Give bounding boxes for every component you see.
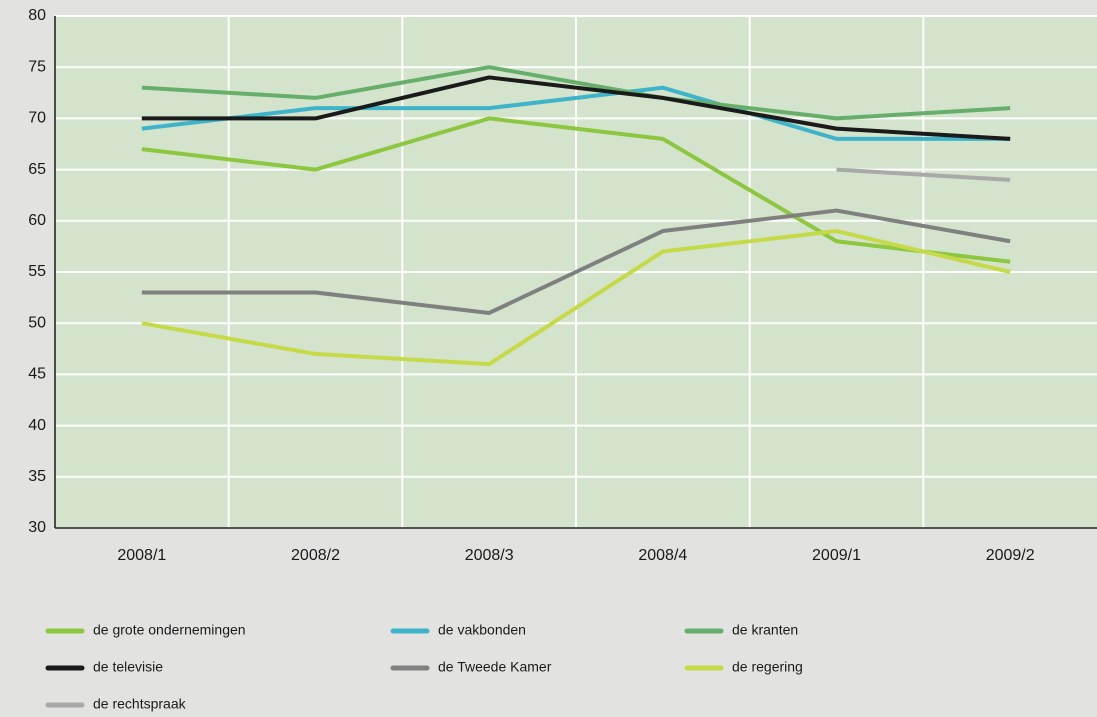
series-line xyxy=(141,85,1011,141)
y-tick-label: 55 xyxy=(28,263,46,280)
x-tick-label: 2008/4 xyxy=(638,547,687,564)
y-tick-label: 70 xyxy=(28,110,46,127)
series-line xyxy=(836,167,1011,182)
y-tick-label: 75 xyxy=(28,58,46,75)
legend-label: de televisie xyxy=(93,659,163,675)
series-line xyxy=(141,229,1011,367)
y-tick-label: 65 xyxy=(28,161,46,178)
x-tick-label: 2009/2 xyxy=(986,547,1035,564)
legend-label: de Tweede Kamer xyxy=(438,659,552,675)
series-line xyxy=(141,116,1011,264)
legend-label: de regering xyxy=(732,659,803,675)
legend-label: de grote ondernemingen xyxy=(93,622,246,638)
x-tick-label: 2008/1 xyxy=(117,547,166,564)
x-tick-label: 2009/1 xyxy=(812,547,861,564)
y-tick-label: 45 xyxy=(28,366,46,383)
series-line xyxy=(141,208,1011,315)
legend-label: de kranten xyxy=(732,622,798,638)
x-tick-label: 2008/2 xyxy=(291,547,340,564)
y-tick-label: 50 xyxy=(28,314,46,331)
y-tick-label: 30 xyxy=(28,519,46,536)
legend-label: de vakbonden xyxy=(438,622,526,638)
y-tick-label: 80 xyxy=(28,7,46,24)
legend-label: de rechtspraak xyxy=(93,696,187,712)
y-tick-label: 35 xyxy=(28,468,46,485)
x-tick-label: 2008/3 xyxy=(465,547,514,564)
y-tick-label: 40 xyxy=(28,417,46,434)
y-tick-label: 60 xyxy=(28,212,46,229)
series-line xyxy=(141,75,1011,141)
series-line xyxy=(141,65,1011,121)
